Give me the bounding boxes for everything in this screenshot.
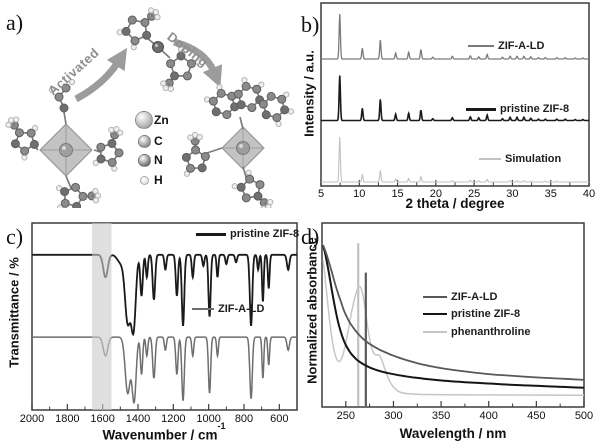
doping-arrow (173, 38, 223, 88)
ftir-trace-pristine-zif-8 (32, 253, 297, 337)
xrd-legend-pristine-zif8: pristine ZIF-8 (466, 103, 569, 115)
zn-sphere-icon (134, 111, 154, 129)
h-sphere-icon (134, 175, 154, 185)
activated-arrow (74, 47, 128, 103)
ftir-legend-pristine-zif8: pristine ZIF-8 (196, 228, 299, 240)
xrd-legend-zif-a-ld: ZIF-A-LD (468, 40, 544, 52)
svg-text:450: 450 (527, 410, 545, 422)
panel-b-label: b) (301, 12, 320, 37)
svg-text:1800: 1800 (55, 413, 79, 425)
panel-c-label: c) (6, 224, 24, 249)
svg-text:1400: 1400 (126, 413, 150, 425)
svg-text:5: 5 (318, 188, 324, 200)
uvvis-legend-zif-a-ld: ZIF-A-LD (423, 291, 497, 303)
atom-legend-label: C (154, 134, 163, 148)
uvvis-x-axis-title: Wavelength / nm (399, 426, 507, 441)
panel-a-label: a) (6, 10, 24, 35)
atom-legend-label: N (154, 153, 163, 167)
phenanthroline-doped-zif8-node (181, 77, 295, 208)
uvvis-curve-zif-a-ld (322, 244, 585, 381)
c-sphere-icon (134, 134, 154, 148)
legend-line-icon (423, 312, 447, 316)
legend-line-icon (466, 107, 496, 111)
svg-text:600: 600 (270, 413, 288, 425)
svg-text:350: 350 (432, 410, 450, 422)
panel-c-ftir-plot: 2000 1800 1600 1400 1200 1000 800 600 (20, 222, 298, 425)
svg-text:400: 400 (480, 410, 498, 422)
svg-text:800: 800 (235, 413, 253, 425)
legend-line-icon (196, 232, 226, 236)
svg-text:500: 500 (575, 410, 593, 422)
atom-legend-label: H (154, 173, 163, 187)
svg-text:30: 30 (506, 188, 518, 200)
uvvis-legend-pristine-zif8: pristine ZIF-8 (423, 308, 520, 320)
xrd-trace-zif-a-ld (321, 13, 589, 60)
svg-text:10: 10 (353, 188, 365, 200)
uvvis-legend-phenanthroline: phenanthroline (423, 326, 530, 338)
uvvis-curve-phenanthroline (322, 259, 585, 396)
panel-d-uvvis-plot: 250 300 350 400 450 500 (321, 222, 593, 422)
ftir-trace-zif-a-ld (32, 336, 297, 404)
atom-legend-row-zn: Zn (134, 111, 169, 129)
uvvis-y-axis-title: Normalized absorbance (304, 237, 320, 384)
ftir-y-axis-title: Transmittance / % (6, 257, 22, 368)
atom-legend-label: Zn (154, 113, 169, 127)
ftir-legend-zif-a-ld: ZIF-A-LD (192, 303, 264, 315)
xrd-legend-simulation: Simulation (479, 153, 561, 165)
pristine-zif8-node (5, 78, 124, 208)
svg-text:25: 25 (468, 188, 480, 200)
svg-text:40: 40 (583, 188, 595, 200)
svg-text:35: 35 (545, 188, 557, 200)
atom-legend-row-n: N (134, 152, 163, 168)
svg-text:1600: 1600 (90, 413, 114, 425)
panel-a-molecular-scheme (5, 7, 295, 208)
svg-text:250: 250 (337, 410, 355, 422)
xrd-x-axis-title: 2 theta / degree (405, 196, 505, 211)
xrd-trace-pristine-zif-8 (321, 75, 589, 122)
2-methylimidazole-zn-linker (116, 7, 201, 93)
n-sphere-icon (134, 153, 154, 167)
svg-text:15: 15 (391, 188, 403, 200)
legend-line-icon (468, 45, 494, 47)
svg-text:1000: 1000 (196, 413, 220, 425)
ftir-highlight-band (92, 223, 112, 410)
uvvis-curve-pristine-zif-8 (322, 244, 585, 389)
atom-legend-row-h: H (134, 172, 163, 188)
panel-b-xrd-plot: 5 10 15 20 25 30 35 40 (318, 2, 595, 200)
atom-legend-row-c: C (134, 133, 163, 149)
svg-text:2000: 2000 (20, 413, 44, 425)
legend-line-icon (423, 296, 447, 298)
svg-text:300: 300 (384, 410, 402, 422)
svg-text:1200: 1200 (161, 413, 185, 425)
legend-line-icon (479, 158, 501, 160)
xrd-trace-simulation (321, 136, 589, 183)
xrd-y-axis-title: Intensity / a.u. (301, 50, 317, 137)
legend-line-icon (423, 331, 447, 333)
ftir-x-axis-title: Wavenumber / cm-1 (102, 421, 226, 443)
svg-text:20: 20 (430, 188, 442, 200)
legend-line-icon (192, 308, 214, 310)
panel-d-label: d) (301, 224, 320, 249)
